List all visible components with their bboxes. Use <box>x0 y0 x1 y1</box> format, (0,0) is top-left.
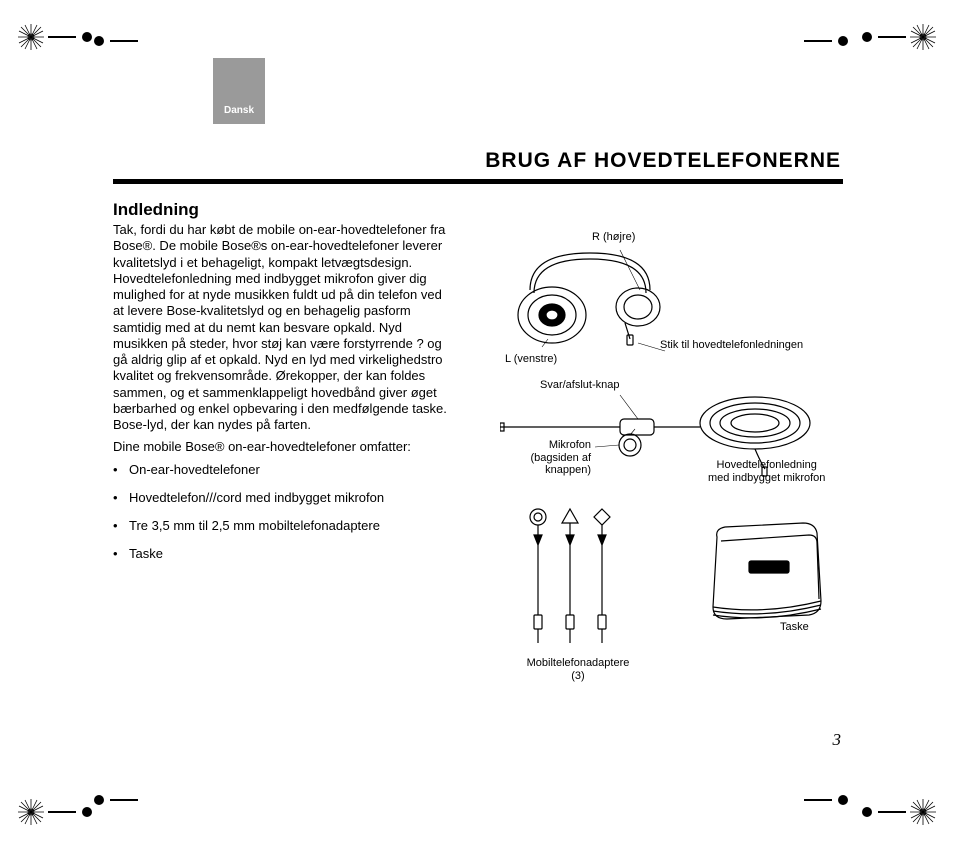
reg-mark-top-left-2 <box>88 32 188 62</box>
language-tab-label: Dansk <box>224 105 254 116</box>
label-plug: Stik til hovedtelefonledningen <box>660 339 803 352</box>
label-cord: Hovedtelefonledning med indbygget mikrof… <box>708 459 825 484</box>
paragraph-2: Dine mobile Bose® on-ear-hovedtelefoner … <box>113 439 447 455</box>
body-text-column: Tak, fordi du har købt de mobile on-ear-… <box>113 222 447 575</box>
label-microphone: Mikrofon (bagsiden af knappen) <box>525 439 591 477</box>
label-cord-1: Hovedtelefonledning <box>717 459 817 471</box>
label-answer-end-rest: knap <box>596 379 620 391</box>
label-mic-3: knappen) <box>545 464 591 476</box>
bullet-list: On-ear-hovedtelefoner Hovedtelefon///cor… <box>113 462 447 563</box>
list-item: Hovedtelefon///cord med indbygget mikrof… <box>113 490 447 506</box>
label-cord-2: med indbygget mikrofon <box>708 472 825 484</box>
intro-heading: Indledning <box>113 200 199 220</box>
label-answer-end-bold: Svar/afslut- <box>540 379 596 391</box>
label-case: Taske <box>780 621 809 634</box>
list-item: Tre 3,5 mm til 2,5 mm mobiltelefonadapte… <box>113 518 447 534</box>
page-number: 3 <box>833 730 842 750</box>
language-tab: Dansk <box>213 58 265 124</box>
label-answer-end: Svar/afslut-knap <box>540 379 620 392</box>
case-icon <box>695 515 835 635</box>
label-adapters: Mobiltelefonadaptere (3) <box>518 657 638 682</box>
label-adapters-1: Mobiltelefonadaptere <box>527 657 630 669</box>
paragraph-1: Tak, fordi du har købt de mobile on-ear-… <box>113 222 447 433</box>
label-adapters-2: (3) <box>571 670 584 682</box>
list-item: Taske <box>113 546 447 562</box>
label-l-left: L (venstre) <box>505 353 557 366</box>
label-mic-2: (bagsiden af <box>530 452 591 464</box>
label-mic-1: Mikrofon <box>549 439 591 451</box>
page-title: BRUG AF HOVEDTELEFONERNE <box>485 149 841 173</box>
adapters-icon <box>518 505 638 655</box>
reg-mark-bot-left-2 <box>88 791 188 821</box>
product-diagram: R (højre) L (venstre) Stik til hovedtele… <box>470 225 850 695</box>
reg-mark-top-right-2 <box>754 32 854 62</box>
title-rule <box>113 179 843 184</box>
list-item: On-ear-hovedtelefoner <box>113 462 447 478</box>
label-r-right: R (højre) <box>592 231 635 244</box>
reg-mark-bot-right-2 <box>754 791 854 821</box>
